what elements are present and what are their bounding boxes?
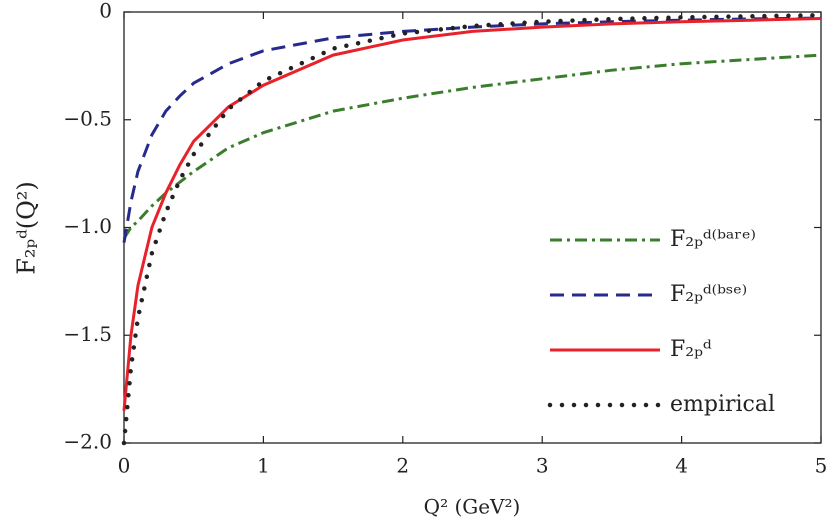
legend-label: F₂ₚᵈ⁽ᵇᵃʳᵉ⁾ bbox=[670, 227, 756, 252]
series-line bbox=[122, 16, 822, 411]
y-tick-label: −1.5 bbox=[63, 322, 112, 346]
legend-label: empirical bbox=[670, 392, 775, 417]
legend-label: F₂ₚᵈ⁽ᵇˢᵉ⁾ bbox=[670, 282, 747, 307]
x-tick-label: 0 bbox=[118, 454, 131, 478]
series-line bbox=[121, 12, 824, 446]
y-tick-label: −1.0 bbox=[63, 214, 112, 238]
series-line bbox=[122, 53, 822, 240]
y-tick-label: −0.5 bbox=[63, 106, 112, 130]
x-tick-label: 3 bbox=[536, 454, 549, 478]
y-tick-label: 0 bbox=[99, 0, 112, 23]
x-tick-label: 1 bbox=[257, 454, 270, 478]
x-axis-label: Q² (GeV²) bbox=[424, 495, 521, 519]
x-tick-label: 5 bbox=[815, 454, 828, 478]
series-line bbox=[122, 16, 822, 243]
x-tick-label: 2 bbox=[396, 454, 409, 478]
y-tick-label: −2.0 bbox=[63, 430, 112, 454]
y-axis-label: F₂ₚᵈ(Q²) bbox=[13, 181, 41, 275]
legend-label: F₂ₚᵈ bbox=[670, 337, 712, 362]
x-tick-label: 4 bbox=[675, 454, 688, 478]
